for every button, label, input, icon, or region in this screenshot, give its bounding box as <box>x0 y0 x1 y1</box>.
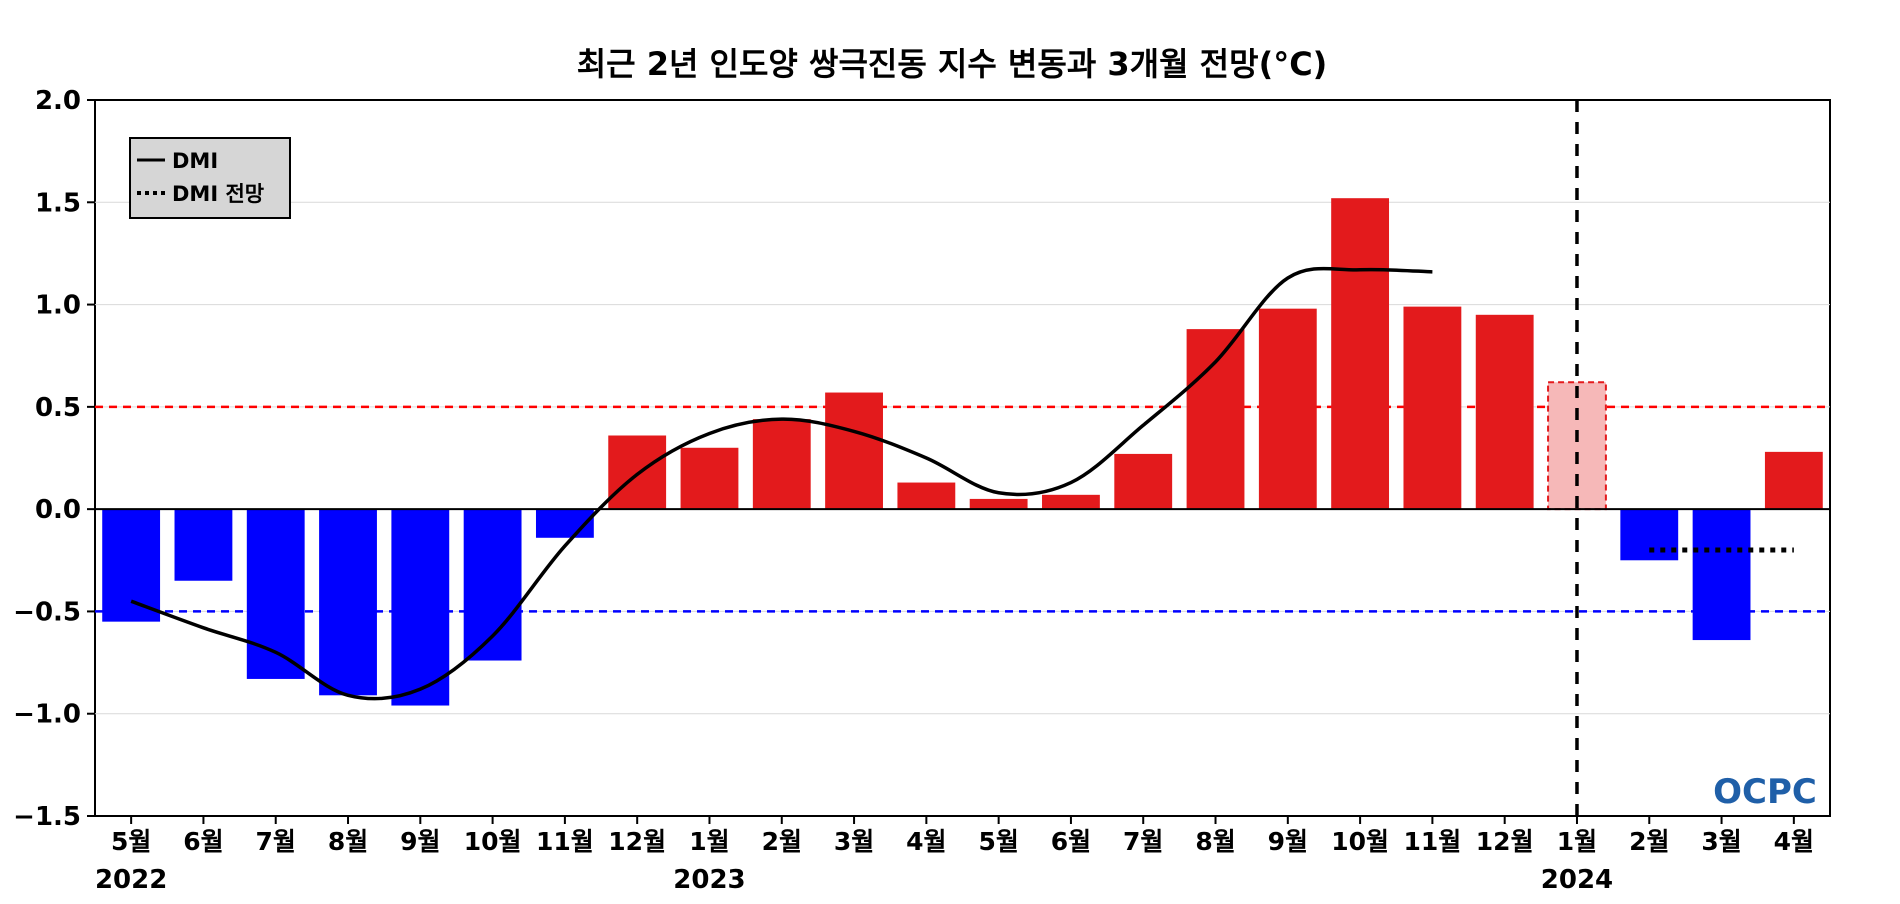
bar <box>969 498 1028 510</box>
x-tick-label: 12월 <box>608 827 666 856</box>
bar <box>825 392 883 510</box>
x-tick-label: 2월 <box>762 827 802 856</box>
bar <box>1620 509 1679 561</box>
bar <box>1403 306 1462 510</box>
year-label: 2023 <box>673 865 745 895</box>
bar <box>1186 329 1245 510</box>
x-tick-label: 9월 <box>1268 827 1308 856</box>
x-axis-ticks: 5월 6월 7월 8월 9월 10월 11월 12월 1월 2월 3월 4월 5월 6월 7월 8월 9월 10월… <box>111 816 1814 856</box>
y-tick-label: −0.5 <box>13 597 81 627</box>
x-tick-label: 1월 <box>1557 827 1597 856</box>
bar <box>1331 198 1390 510</box>
bar <box>680 447 739 510</box>
bar <box>897 482 956 510</box>
x-tick-label: 5월 <box>111 827 151 856</box>
series-lines <box>130 266 1794 701</box>
x-tick-label: 1월 <box>689 827 729 856</box>
x-tick-label: 7월 <box>256 827 296 856</box>
x-tick-label: 2월 <box>1629 827 1669 856</box>
series-line-dmi <box>130 266 1433 701</box>
bar <box>1692 509 1751 641</box>
x-tick-label: 8월 <box>328 827 368 856</box>
chart-title: 최근 2년 인도양 쌍극진동 지수 변동과 3개월 전망(°C) <box>577 45 1328 83</box>
y-axis-ticks: 2.0 1.5 1.0 0.5 0.0 −0.5 −1.0 −1.5 <box>13 86 95 832</box>
bar <box>1764 451 1823 510</box>
bar <box>1475 314 1534 510</box>
bar <box>1114 453 1173 510</box>
x-tick-label: 7월 <box>1123 827 1163 856</box>
year-label: 2024 <box>1541 865 1613 895</box>
reference-lines <box>95 405 1830 613</box>
x-tick-label: 10월 <box>464 827 522 856</box>
x-tick-label: 4월 <box>1774 827 1814 856</box>
legend-dmi-label: DMI <box>172 149 218 173</box>
bar <box>1258 308 1317 510</box>
y-tick-label: −1.5 <box>13 802 81 832</box>
y-tick-label: 0.5 <box>35 393 81 423</box>
x-tick-label: 12월 <box>1476 827 1534 856</box>
plot-frame <box>94 99 1831 817</box>
legend-dmi-forecast-label: DMI 전망 <box>172 182 264 206</box>
ocpc-logo: OCPC <box>1713 772 1817 812</box>
y-tick-label: 0.0 <box>35 495 81 525</box>
x-tick-label: 4월 <box>906 827 946 856</box>
bar <box>1547 381 1607 511</box>
y-tick-label: 1.5 <box>35 188 81 218</box>
year-label: 2022 <box>95 865 167 895</box>
x-tick-label: 8월 <box>1195 827 1235 856</box>
y-tick-label: −1.0 <box>13 700 81 730</box>
x-tick-label: 11월 <box>536 827 594 856</box>
bar <box>752 419 811 510</box>
x-tick-label: 5월 <box>978 827 1018 856</box>
bar <box>319 509 377 696</box>
bar <box>102 509 161 622</box>
bar <box>391 509 450 706</box>
bars <box>102 198 1823 706</box>
bar <box>1042 494 1100 510</box>
bar <box>174 509 233 581</box>
y-tick-label: 2.0 <box>35 86 81 116</box>
x-tick-label: 11월 <box>1403 827 1461 856</box>
x-tick-label: 3월 <box>834 827 874 856</box>
x-tick-label: 3월 <box>1701 827 1741 856</box>
y-tick-label: 1.0 <box>35 291 81 321</box>
x-tick-label: 6월 <box>1051 827 1091 856</box>
ocpc-logo-text: OCPC <box>1713 772 1817 812</box>
legend-box <box>129 137 291 219</box>
legend: DMI DMI 전망 <box>129 137 291 219</box>
x-tick-label: 10월 <box>1331 827 1389 856</box>
year-labels: 2022 2023 2024 <box>95 865 1613 895</box>
x-tick-label: 6월 <box>183 827 223 856</box>
x-tick-label: 9월 <box>400 827 440 856</box>
